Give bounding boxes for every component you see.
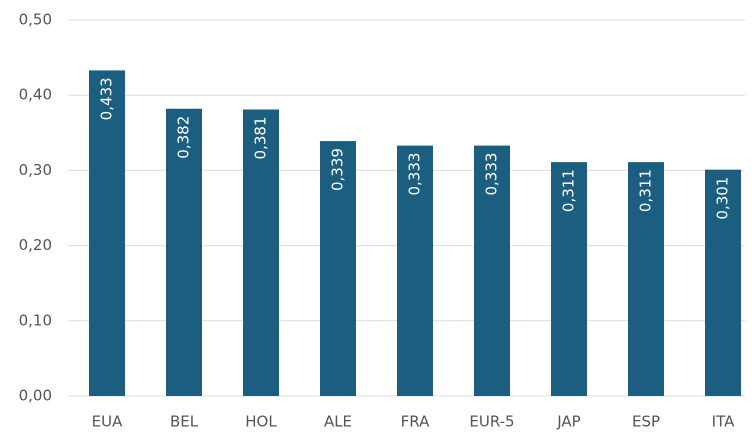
value-label: 0,301 <box>714 177 732 220</box>
bar <box>166 108 202 397</box>
x-tick-label: BEL <box>170 413 199 431</box>
y-tick-label: 0,30 <box>19 161 52 179</box>
bar <box>89 70 125 396</box>
y-tick-label: 0,20 <box>19 236 52 254</box>
bar <box>551 162 587 396</box>
bar <box>243 109 279 396</box>
x-tick-label: EUR-5 <box>469 413 514 431</box>
value-label: 0,339 <box>329 148 347 191</box>
value-label: 0,311 <box>637 169 655 212</box>
bar <box>705 169 741 396</box>
x-tick-label: ITA <box>712 413 735 431</box>
value-label: 0,381 <box>252 116 270 159</box>
x-tick-label: ESP <box>632 413 660 431</box>
y-tick-label: 0,40 <box>19 86 52 104</box>
x-tick-label: FRA <box>401 413 430 431</box>
y-tick-label: 0,50 <box>19 11 52 29</box>
bar <box>474 145 510 396</box>
value-label: 0,333 <box>406 153 424 196</box>
x-tick-label: EUA <box>92 413 123 431</box>
y-tick-label: 0,10 <box>19 311 52 329</box>
x-tick-label: ALE <box>324 413 352 431</box>
y-tick-label: 0,00 <box>19 387 52 405</box>
value-label: 0,433 <box>98 77 116 120</box>
value-label: 0,333 <box>483 153 501 196</box>
value-label: 0,382 <box>175 116 193 159</box>
x-tick-label: JAP <box>556 413 580 431</box>
value-label: 0,311 <box>560 169 578 212</box>
bar <box>397 145 433 396</box>
bar <box>320 141 356 396</box>
x-tick-label: HOL <box>245 413 277 431</box>
bar <box>628 162 664 396</box>
